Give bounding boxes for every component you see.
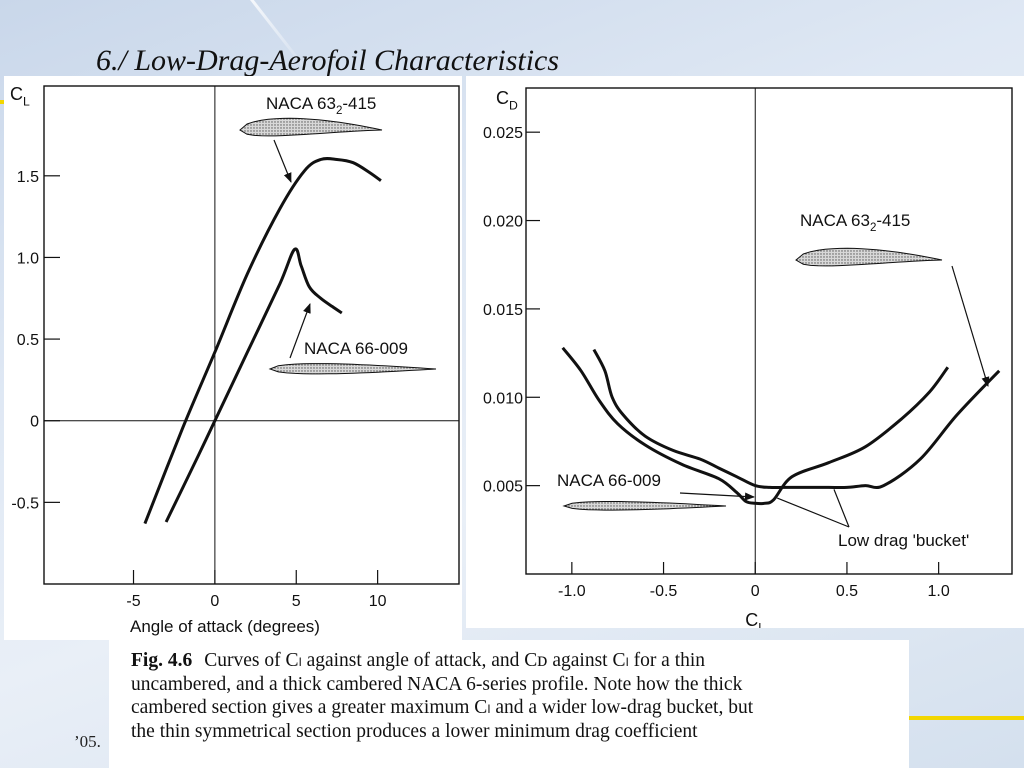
series-label-naca-66-009: NACA 66-009 xyxy=(557,471,661,490)
aerofoil-naca-66-009-icon xyxy=(562,501,727,511)
series-line-naca-63-415 xyxy=(143,157,382,525)
annotation-leader-2 xyxy=(833,489,850,528)
x-tick-label: 1.0 xyxy=(928,583,950,600)
plot-frame xyxy=(43,85,460,585)
y-tick-label: 0.5 xyxy=(17,332,39,349)
arrow-naca-66-009 xyxy=(289,303,311,359)
plot-frame xyxy=(525,87,1013,575)
slide-title: 6./ Low-Drag-Aerofoil Characteristics xyxy=(96,44,560,77)
cl-alpha-chart-panel: -0.5 0 0.5 1.0 1.5 -5 0 5 10 CL Angle of attack (d… xyxy=(4,76,462,640)
x-axis-label: CL xyxy=(745,610,765,628)
x-tick-label: -5 xyxy=(126,593,140,610)
x-tick-label: 0 xyxy=(751,583,760,600)
footer-text: ’05. xyxy=(74,732,101,751)
accent-line-bottom xyxy=(905,716,1024,720)
series-line-naca-66-009 xyxy=(164,247,343,523)
caption-figure-label: Fig. 4.6 xyxy=(131,650,193,671)
aerofoil-naca-66-009-icon xyxy=(268,363,437,375)
x-tick-label: -1.0 xyxy=(558,583,586,600)
x-tick-label: 10 xyxy=(369,593,387,610)
series-label-naca-66-009: NACA 66-009 xyxy=(304,339,408,358)
y-tick-label: 1.0 xyxy=(17,250,39,267)
series-line-naca-63-415 xyxy=(592,348,1001,490)
x-tick-label: -0.5 xyxy=(650,583,678,600)
y-tick-label: 0.010 xyxy=(483,390,523,407)
arrow-naca-63-415 xyxy=(951,265,990,387)
cd-cl-chart-panel: 0.005 0.010 0.015 0.020 0.025 -1.0 -0.5 0 0.5 1.0… xyxy=(466,76,1024,628)
cl-vs-alpha-chart: -0.5 0 0.5 1.0 1.5 -5 0 5 10 CL Angle of attack (d… xyxy=(10,84,460,636)
y-tick-label: 0.015 xyxy=(483,302,523,319)
y-tick-label: -0.5 xyxy=(11,495,39,512)
annotation-leader-1 xyxy=(777,497,850,528)
arrow-naca-63-415 xyxy=(273,139,292,183)
arrow-naca-66-009 xyxy=(679,492,755,501)
figure-caption: Fig. 4.6 Curves of Cₗ against angle of at… xyxy=(109,640,909,768)
aerofoil-naca-63-415-icon xyxy=(795,247,943,267)
caption-line-3: cambered section gives a greater maximum… xyxy=(131,697,754,718)
accent-line-left xyxy=(0,100,6,104)
y-axis-label: CD xyxy=(496,88,518,112)
x-axis-label: Angle of attack (degrees) xyxy=(130,617,320,636)
y-tick-label: 1.5 xyxy=(17,169,39,186)
annotation-low-drag-bucket: Low drag 'bucket' xyxy=(838,531,969,550)
x-tick-label: 0.5 xyxy=(836,583,858,600)
y-tick-label: 0 xyxy=(30,414,39,431)
aerofoil-naca-63-415-icon xyxy=(239,117,383,137)
x-tick-label: 5 xyxy=(292,593,301,610)
series-line-naca-66-009 xyxy=(561,346,950,506)
caption-line-4: the thin symmetrical section produces a … xyxy=(131,720,698,742)
y-tick-label: 0.025 xyxy=(483,125,523,142)
series-label-naca-63-415: NACA 632-415 xyxy=(266,94,376,117)
y-tick-label: 0.005 xyxy=(483,479,523,496)
y-axis-label: CL xyxy=(10,84,30,108)
caption-line-1: Fig. 4.6 Curves of Cₗ against angle of at… xyxy=(131,649,909,673)
y-tick-label: 0.020 xyxy=(483,214,523,231)
caption-text-1: Curves of Cₗ against angle of attack, an… xyxy=(204,650,706,671)
x-tick-label: 0 xyxy=(210,593,219,610)
cd-vs-cl-chart: 0.005 0.010 0.015 0.020 0.025 -1.0 -0.5 0 0.5 1.0… xyxy=(483,87,1013,628)
series-label-naca-63-415: NACA 632-415 xyxy=(800,211,910,234)
caption-line-2: uncambered, and a thick cambered NACA 6-… xyxy=(131,673,743,695)
